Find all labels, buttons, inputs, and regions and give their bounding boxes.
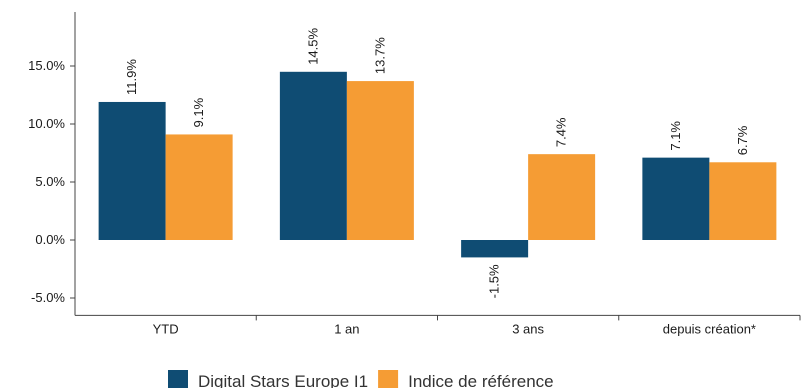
bar bbox=[98, 101, 166, 241]
y-tick-label: -5.0% bbox=[31, 290, 65, 305]
y-tick-label: 10.0% bbox=[28, 116, 65, 131]
data-label: 13.7% bbox=[372, 37, 387, 74]
y-tick-label: 0.0% bbox=[35, 232, 65, 247]
legend: Digital Stars Europe I1 Indice de référen… bbox=[168, 370, 554, 388]
data-label: 7.1% bbox=[668, 121, 683, 151]
data-label: 9.1% bbox=[191, 97, 206, 127]
bar bbox=[346, 81, 414, 240]
bars bbox=[98, 71, 777, 258]
category-labels: YTD 1 an 3 ans depuis création* bbox=[153, 315, 801, 336]
category-label: 3 ans bbox=[512, 321, 544, 336]
legend-label: Indice de référence bbox=[408, 372, 554, 388]
bar bbox=[528, 154, 596, 240]
bar bbox=[709, 162, 777, 240]
bar bbox=[642, 157, 710, 240]
data-label: 11.9% bbox=[124, 59, 139, 95]
y-tick-label: 15.0% bbox=[28, 58, 65, 73]
bar bbox=[279, 71, 347, 240]
category-label: depuis création* bbox=[663, 321, 756, 336]
category-label: 1 an bbox=[334, 321, 359, 336]
bar bbox=[461, 240, 529, 258]
legend-swatch bbox=[168, 370, 188, 388]
y-axis-ticks: -5.0% 0.0% 5.0% 10.0% 15.0% bbox=[28, 58, 75, 305]
category-label: YTD bbox=[153, 321, 179, 336]
data-labels: 11.9% 9.1% 14.5% 13.7% -1.5% 7.4% 7.1% 6.7% bbox=[124, 27, 750, 298]
legend-swatch bbox=[378, 370, 399, 388]
y-tick-label: 5.0% bbox=[35, 174, 65, 189]
data-label: 7.4% bbox=[554, 117, 569, 147]
bar bbox=[165, 134, 233, 240]
legend-label: Digital Stars Europe I1 bbox=[198, 372, 368, 388]
data-label: -1.5% bbox=[487, 264, 502, 298]
data-label: 14.5% bbox=[305, 27, 320, 64]
data-label: 6.7% bbox=[735, 125, 750, 155]
